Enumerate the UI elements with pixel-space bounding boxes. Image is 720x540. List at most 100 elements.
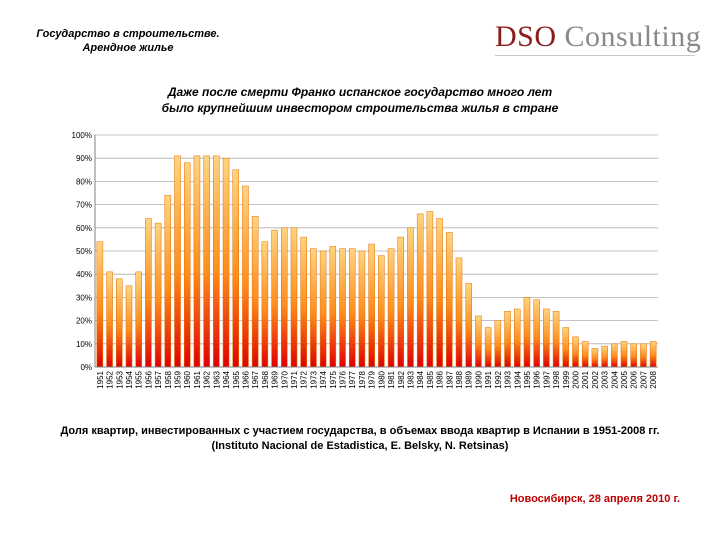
bar-chart: 0%10%20%30%40%50%60%70%80%90%100% 1951 19…	[72, 131, 659, 389]
x-tick-label: 1965	[232, 370, 241, 388]
x-tick-label: 1985	[426, 370, 435, 388]
x-tick-label: 2008	[649, 370, 658, 388]
y-tick-label: 60%	[76, 224, 92, 233]
y-tick-label: 70%	[76, 201, 92, 210]
x-tick-label: 1997	[542, 370, 551, 388]
bar-1990	[475, 315, 482, 368]
x-tick-label: 1980	[377, 370, 386, 388]
bar-1997	[543, 308, 550, 368]
bar-1970	[281, 227, 288, 368]
y-tick-label: 30%	[76, 293, 92, 302]
x-tick-label: 1972	[300, 370, 309, 388]
bar-2007	[640, 343, 647, 368]
bar-2004	[611, 343, 618, 368]
chart-title: Даже после смерти Франко испанское госуд…	[100, 84, 620, 116]
x-tick-label: 1999	[562, 370, 571, 388]
bar-1953	[116, 278, 123, 368]
bar-1992	[494, 320, 502, 368]
x-tick-label: 2006	[630, 370, 639, 388]
bar-1969	[271, 229, 278, 368]
bar-1957	[154, 222, 162, 368]
x-tick-label: 1955	[135, 370, 144, 388]
bar-1972	[300, 236, 307, 368]
bar-1982	[397, 236, 405, 368]
bar-1995	[523, 297, 531, 368]
bar-1958	[164, 195, 172, 368]
x-tick-label: 1968	[261, 370, 270, 388]
x-tick-label: 1973	[309, 370, 318, 388]
x-tick-label: 1951	[96, 370, 105, 388]
x-tick-label: 1982	[397, 370, 406, 388]
x-tick-label: 1993	[504, 370, 513, 388]
x-axis-ticks: 1951 1952 1953 1954 1955 1956 1957 1958 1959 1960…	[96, 370, 658, 388]
bars	[96, 155, 657, 368]
bar-1973	[310, 248, 317, 368]
x-tick-label: 1977	[348, 370, 357, 388]
x-tick-label: 2002	[591, 370, 600, 388]
x-tick-label: 1986	[436, 370, 445, 388]
x-tick-label: 2000	[571, 370, 580, 388]
bar-2000	[572, 336, 579, 368]
x-tick-label: 1961	[193, 370, 202, 388]
bar-1991	[484, 327, 492, 368]
x-tick-label: 1964	[222, 370, 231, 388]
bar-1996	[533, 299, 540, 368]
x-tick-label: 1988	[455, 370, 464, 388]
bar-1987	[446, 232, 453, 368]
x-tick-label: 1990	[474, 370, 483, 388]
slide-header: Государство в строительстве. Арендное жи…	[28, 27, 228, 55]
y-tick-label: 80%	[76, 177, 92, 186]
y-tick-label: 50%	[76, 247, 92, 256]
bar-1961	[193, 155, 201, 368]
bar-1988	[455, 257, 463, 368]
x-tick-label: 1984	[416, 370, 425, 388]
bar-1968	[261, 241, 269, 368]
logo-underline	[495, 55, 695, 56]
y-axis-ticks: 0% 10% 20% 30% 40% 50% 60% 70% 80% 90% 100%	[72, 131, 92, 372]
bar-2005	[620, 341, 628, 368]
chart-caption: Доля квартир, инвестированных с участием…	[10, 424, 710, 454]
company-logo: DSO Consulting	[495, 20, 701, 54]
x-tick-label: 1989	[465, 370, 474, 388]
bar-1962	[203, 155, 210, 368]
caption-line1: Доля квартир, инвестированных с участием…	[60, 425, 660, 437]
bar-1999	[562, 327, 570, 368]
x-tick-label: 1974	[319, 370, 328, 388]
bar-1994	[513, 308, 521, 368]
bar-1998	[552, 311, 560, 368]
x-tick-label: 2001	[581, 370, 590, 388]
x-tick-label: 1994	[513, 370, 522, 388]
x-tick-label: 1976	[339, 370, 348, 388]
x-tick-label: 2005	[620, 370, 629, 388]
bar-1978	[358, 250, 366, 368]
x-tick-label: 1970	[280, 370, 289, 388]
x-tick-label: 1953	[115, 370, 124, 388]
x-tick-label: 1957	[154, 370, 163, 388]
bar-1974	[319, 250, 327, 368]
x-tick-label: 1992	[494, 370, 503, 388]
x-tick-label: 1978	[358, 370, 367, 388]
x-tick-label: 1962	[203, 370, 212, 388]
x-tick-label: 1956	[144, 370, 153, 388]
x-tick-label: 2003	[601, 370, 610, 388]
bar-2006	[630, 343, 637, 368]
x-tick-label: 1954	[125, 370, 134, 388]
bar-1975	[329, 246, 337, 368]
bar-1971	[290, 227, 298, 368]
logo-part-dso: DSO	[495, 20, 557, 53]
x-tick-label: 1952	[106, 370, 115, 388]
bar-1976	[339, 248, 346, 368]
x-tick-label: 1979	[368, 370, 377, 388]
bar-1967	[251, 215, 259, 368]
bar-1993	[504, 311, 511, 368]
x-tick-label: 1967	[251, 370, 260, 388]
x-tick-label: 1981	[387, 370, 396, 388]
caption-line2: (Instituto Nacional de Estadistica, E. B…	[211, 440, 509, 452]
bar-1981	[387, 248, 395, 368]
bar-1983	[407, 227, 414, 368]
bar-1966	[242, 185, 249, 368]
bar-1965	[232, 169, 240, 368]
x-tick-label: 2007	[639, 370, 648, 388]
bar-1954	[125, 285, 133, 368]
bar-2008	[649, 341, 657, 368]
